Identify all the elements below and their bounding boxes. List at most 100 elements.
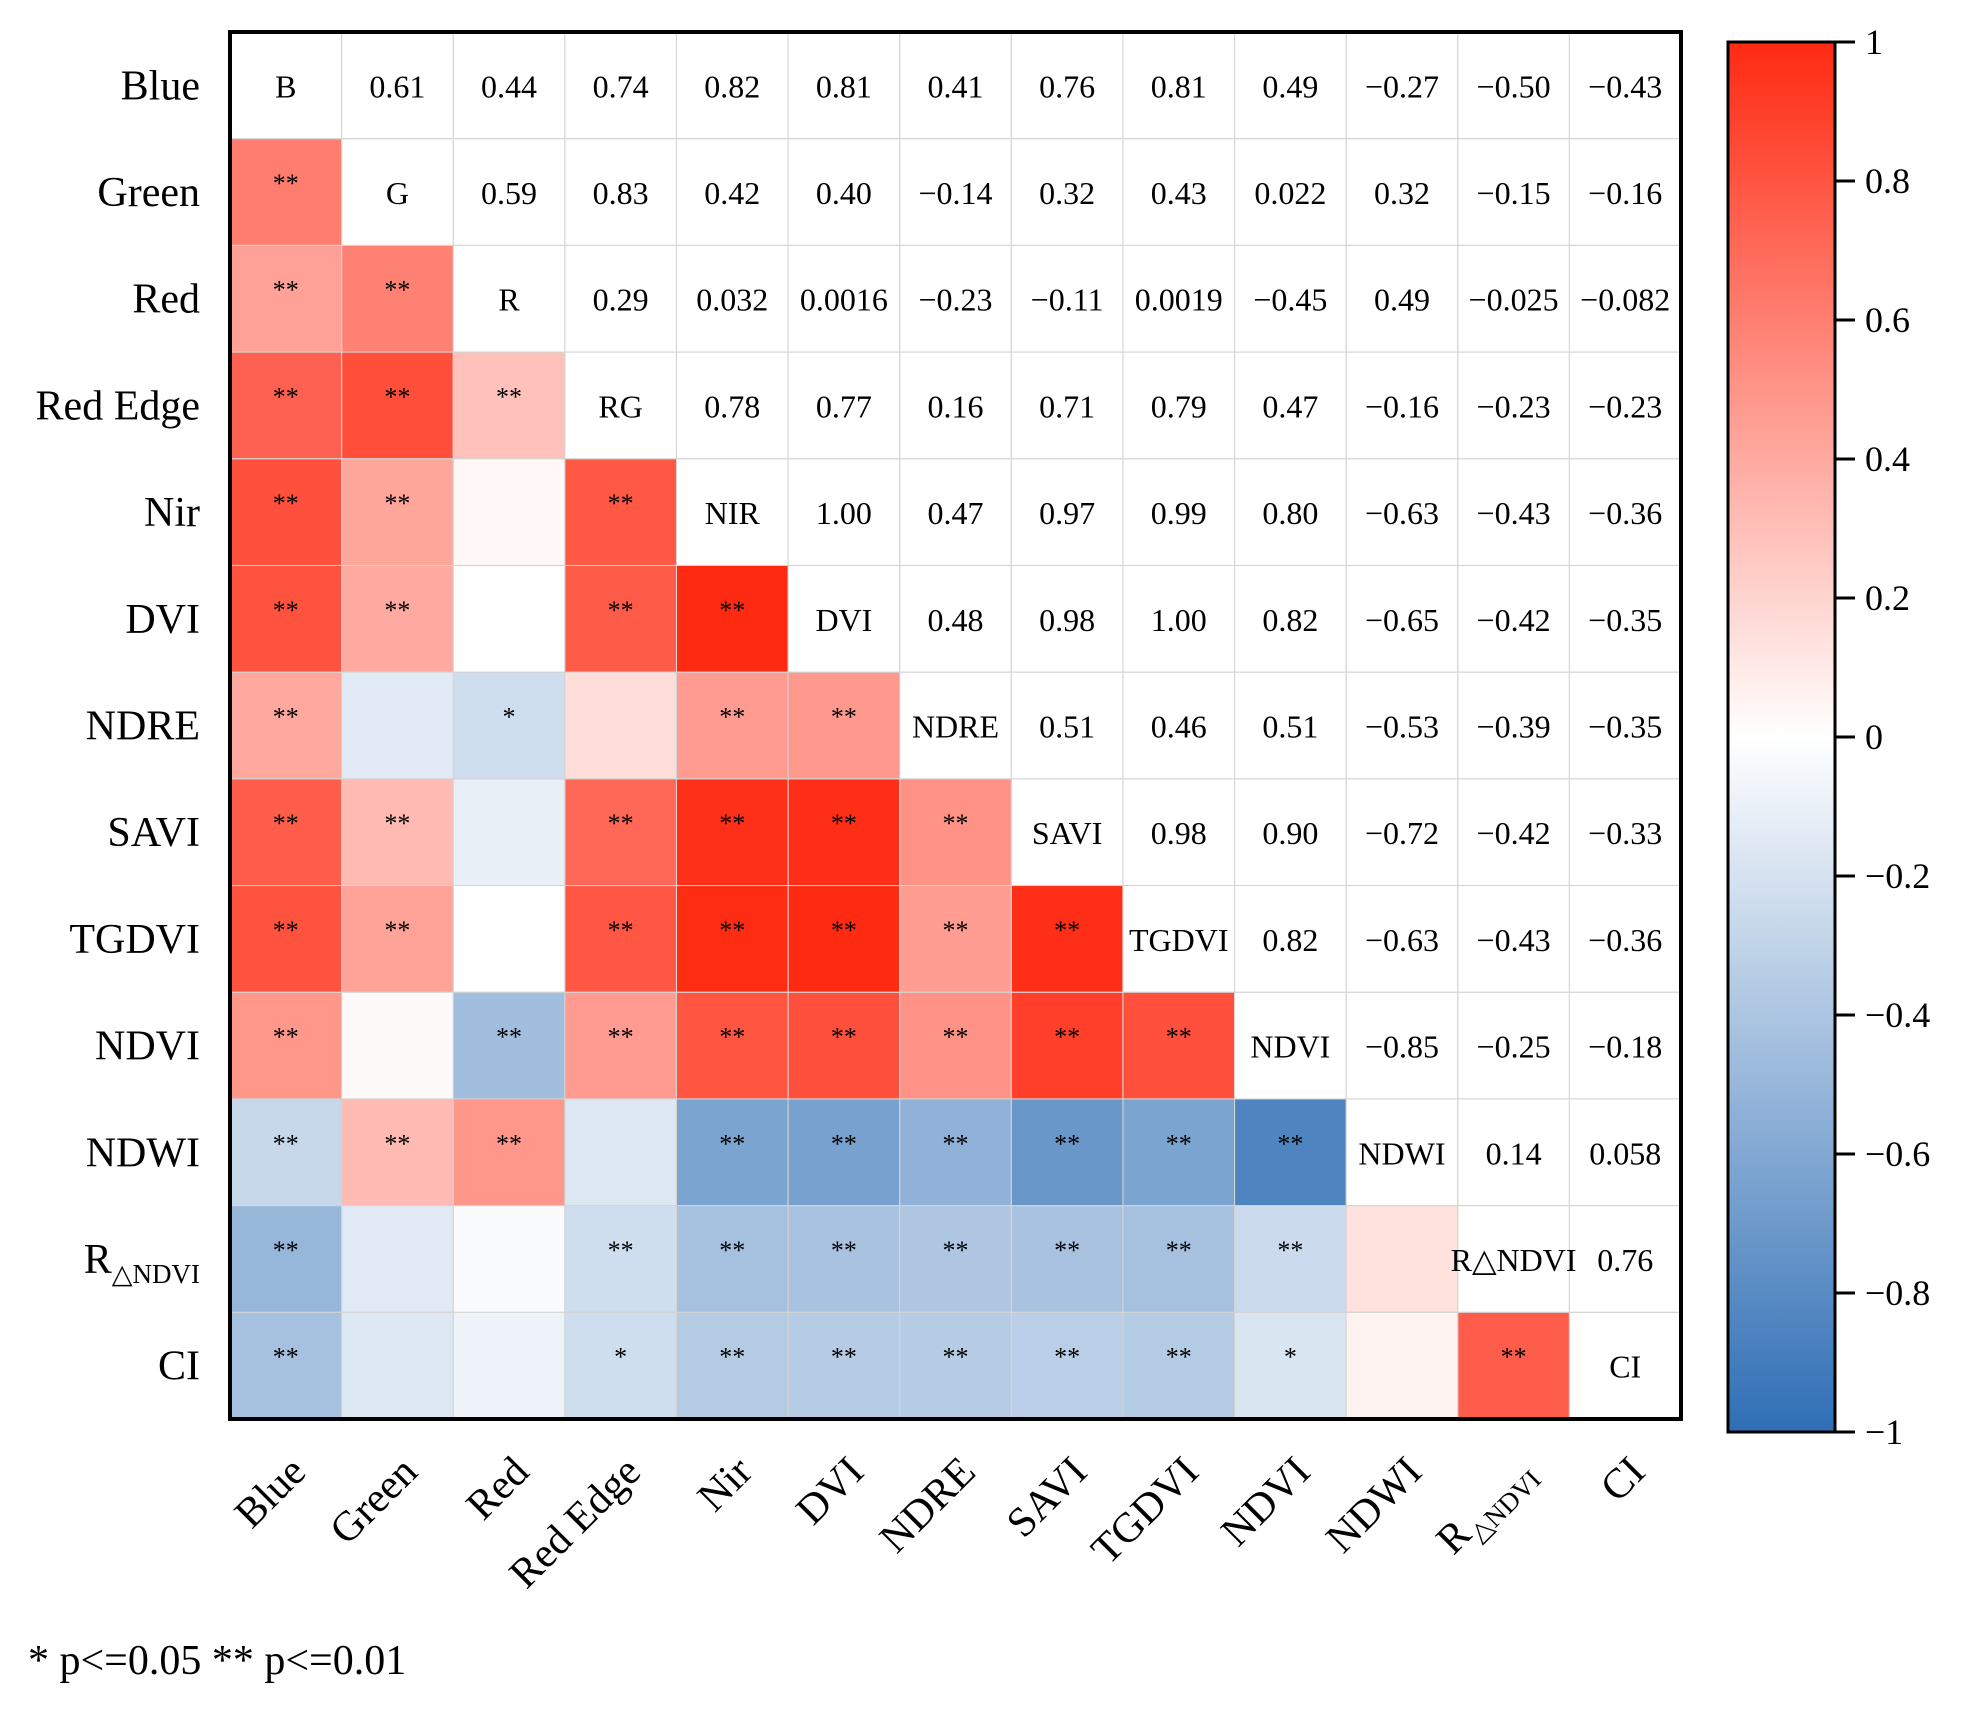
significance-marker: ** xyxy=(943,1236,969,1265)
significance-marker: ** xyxy=(608,1023,634,1052)
heatmap-cell xyxy=(676,1312,789,1420)
row-label: NDRE xyxy=(86,704,200,750)
cell-value: −0.72 xyxy=(1365,815,1439,851)
heatmap-cell xyxy=(1569,1098,1682,1207)
heatmap-cell xyxy=(230,1205,343,1313)
significance-marker: ** xyxy=(273,809,299,838)
significance-marker: ** xyxy=(608,809,634,838)
cell-value: 0.82 xyxy=(704,68,760,104)
heatmap-cell xyxy=(676,32,789,140)
significance-marker: ** xyxy=(273,169,299,198)
cell-value: −0.63 xyxy=(1365,495,1439,531)
heatmap-cell xyxy=(230,885,343,993)
heatmap-cell xyxy=(453,245,566,353)
heatmap-cell xyxy=(1011,778,1124,887)
significance-marker: ** xyxy=(273,1023,299,1052)
heatmap-cell xyxy=(1011,1098,1124,1207)
column-label: Nir xyxy=(689,1449,761,1521)
significance-marker: ** xyxy=(273,596,299,625)
heatmap-cell xyxy=(1569,458,1682,566)
heatmap-cell xyxy=(341,458,454,566)
heatmap-cell xyxy=(1457,885,1570,993)
cell-value: −0.025 xyxy=(1469,282,1559,318)
significance-marker: ** xyxy=(1277,1236,1303,1265)
diagonal-label: G xyxy=(386,175,409,211)
significance-marker: ** xyxy=(1166,1236,1192,1265)
heatmap-cell xyxy=(453,565,566,673)
column-label: TGDVI xyxy=(1083,1449,1208,1574)
colorbar-tick-label: −0.2 xyxy=(1865,856,1930,896)
heatmap-cell xyxy=(1234,138,1347,246)
colorbar: 1 0.8 0.6 0.4 0.2 0 −0.2 −0.4 −0.6 −0.8 −1 xyxy=(1726,22,1930,1452)
heatmap-cell xyxy=(788,992,901,1100)
heatmap-cell xyxy=(1234,778,1347,887)
heatmap-cell xyxy=(788,458,901,566)
cell-value: 0.71 xyxy=(1039,388,1095,424)
significance-marker: ** xyxy=(273,703,299,732)
heatmap-cell xyxy=(1346,672,1459,780)
heatmap-cell xyxy=(1011,992,1124,1100)
cell-value: −0.16 xyxy=(1365,388,1439,424)
cell-value: 0.14 xyxy=(1486,1135,1542,1171)
significance-marker: ** xyxy=(273,276,299,305)
column-label: DVI xyxy=(788,1449,873,1534)
heatmap-cell xyxy=(1011,1205,1124,1313)
heatmap-cell xyxy=(1122,778,1236,887)
cell-value: −0.18 xyxy=(1588,1029,1662,1065)
row-label: NDVI xyxy=(95,1024,200,1070)
cell-value: −0.43 xyxy=(1588,68,1662,104)
significance-marker: * xyxy=(614,1343,627,1372)
cell-value: 0.44 xyxy=(481,68,537,104)
heatmap-cell xyxy=(341,885,454,993)
heatmap-cell xyxy=(564,245,677,353)
heatmap-cell xyxy=(1569,565,1682,673)
heatmap-cell xyxy=(1011,565,1124,673)
significance-marker: ** xyxy=(719,916,745,945)
cell-value: 0.51 xyxy=(1039,709,1095,745)
heatmap-cell xyxy=(230,1098,343,1207)
heatmap-cell xyxy=(1457,778,1570,887)
heatmap-cell xyxy=(1011,885,1124,993)
heatmap-cell xyxy=(341,352,454,460)
cell-value: 0.74 xyxy=(593,68,649,104)
colorbar-tick-label: 0 xyxy=(1865,717,1883,757)
diagonal-label: NDVI xyxy=(1250,1029,1330,1065)
cell-value: −0.23 xyxy=(1477,388,1551,424)
colorbar-tick-label: 0.6 xyxy=(1865,300,1910,340)
heatmap-cell xyxy=(1122,1098,1236,1207)
heatmap-cell xyxy=(1457,1205,1570,1313)
heatmap-cell xyxy=(1234,992,1347,1100)
cell-value: 0.83 xyxy=(593,175,649,211)
diagonal-label: NIR xyxy=(705,495,761,531)
significance-marker: ** xyxy=(831,916,857,945)
heatmap-cell xyxy=(230,138,343,246)
significance-marker: ** xyxy=(384,1129,410,1158)
row-label: R△NDVI xyxy=(84,1237,200,1289)
significance-marker: ** xyxy=(719,1023,745,1052)
heatmap-cell xyxy=(564,992,677,1100)
cell-value: 1.00 xyxy=(816,495,872,531)
significance-marker: ** xyxy=(719,1236,745,1265)
cell-value: −0.43 xyxy=(1477,922,1551,958)
cell-value: 0.32 xyxy=(1039,175,1095,211)
heatmap-cell xyxy=(1011,1312,1124,1420)
heatmap-cell xyxy=(230,1312,343,1420)
significance-marker: ** xyxy=(1054,916,1080,945)
cell-value: −0.27 xyxy=(1365,68,1439,104)
heatmap-cell xyxy=(788,138,901,246)
row-label-subscript: △NDVI xyxy=(112,1259,200,1289)
cell-value: 0.32 xyxy=(1374,175,1430,211)
row-label: CI xyxy=(158,1344,200,1390)
significance-marker: ** xyxy=(273,1129,299,1158)
heatmap-cell xyxy=(341,565,454,673)
significance-marker: ** xyxy=(273,1343,299,1372)
significance-marker: ** xyxy=(384,596,410,625)
significance-marker: ** xyxy=(831,1023,857,1052)
row-label: NDWI xyxy=(86,1130,200,1176)
heatmap-cell xyxy=(1122,32,1236,140)
cell-value: 0.76 xyxy=(1597,1242,1653,1278)
cell-value: 0.29 xyxy=(593,282,649,318)
significance-marker: ** xyxy=(273,489,299,518)
cell-value: 0.0016 xyxy=(800,282,888,318)
cell-value: −0.42 xyxy=(1477,815,1551,851)
